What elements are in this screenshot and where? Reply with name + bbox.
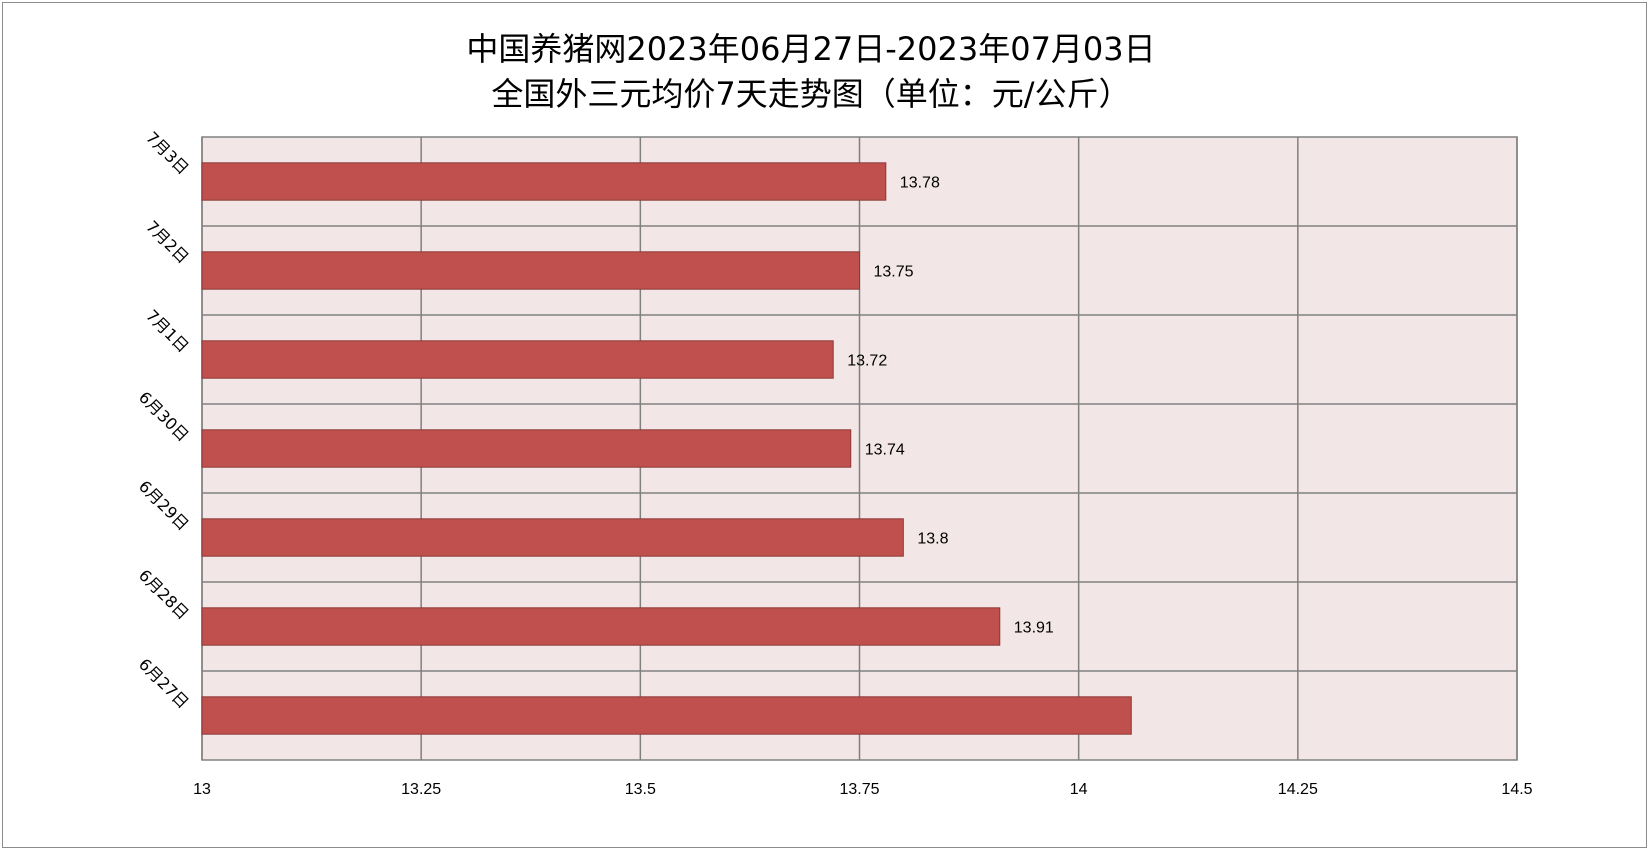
x-tick-label-1: 13.25	[401, 781, 441, 798]
category-label-1: 7月2日	[142, 217, 192, 267]
bar-chart: 中国养猪网2023年06月27日-2023年07月03日 全国外三元均价7天走势…	[135, 30, 1533, 798]
chart-subtitle: 全国外三元均价7天走势图（单位：元/公斤）	[491, 75, 1130, 113]
y-axis-category-labels: 7月3日 7月2日 7月1日 6月30日 6月29日 6月28日 6月27日	[135, 128, 193, 712]
data-labels: 13.78 13.75 13.72 13.74 13.8 13.91	[847, 175, 1054, 637]
x-tick-label-3: 13.75	[839, 781, 879, 798]
category-label-4: 6月29日	[135, 477, 193, 535]
category-label-5: 6月28日	[135, 566, 193, 624]
x-axis-tick-labels: 13 13.25 13.5 13.75 14 14.25 14.5	[193, 781, 1533, 798]
category-label-2: 7月1日	[142, 306, 192, 356]
bar-5	[201, 607, 1001, 646]
x-tick-label-0: 13	[193, 781, 211, 798]
data-label-2: 13.72	[847, 353, 887, 370]
chart-title: 中国养猪网2023年06月27日-2023年07月03日	[466, 30, 1155, 68]
data-label-0: 13.78	[900, 175, 940, 192]
grid-lines	[201, 137, 1518, 760]
data-label-4: 13.8	[917, 531, 948, 548]
bar-3	[201, 429, 852, 468]
x-tick-label-2: 13.5	[625, 781, 656, 798]
bar-2	[201, 340, 834, 379]
category-label-3: 6月30日	[135, 388, 193, 446]
category-label-0: 7月3日	[142, 128, 192, 178]
bar-1	[201, 251, 860, 290]
x-tick-label-6: 14.5	[1501, 781, 1532, 798]
category-label-6: 6月27日	[135, 655, 193, 713]
data-label-5: 13.91	[1014, 620, 1054, 637]
bar-0	[201, 162, 887, 201]
bars	[201, 162, 1132, 735]
bar-4	[201, 518, 904, 557]
x-tick-label-4: 14	[1070, 781, 1088, 798]
data-label-3: 13.74	[865, 442, 905, 459]
x-tick-label-5: 14.25	[1278, 781, 1318, 798]
data-label-1: 13.75	[874, 264, 914, 281]
bar-6	[201, 696, 1132, 735]
